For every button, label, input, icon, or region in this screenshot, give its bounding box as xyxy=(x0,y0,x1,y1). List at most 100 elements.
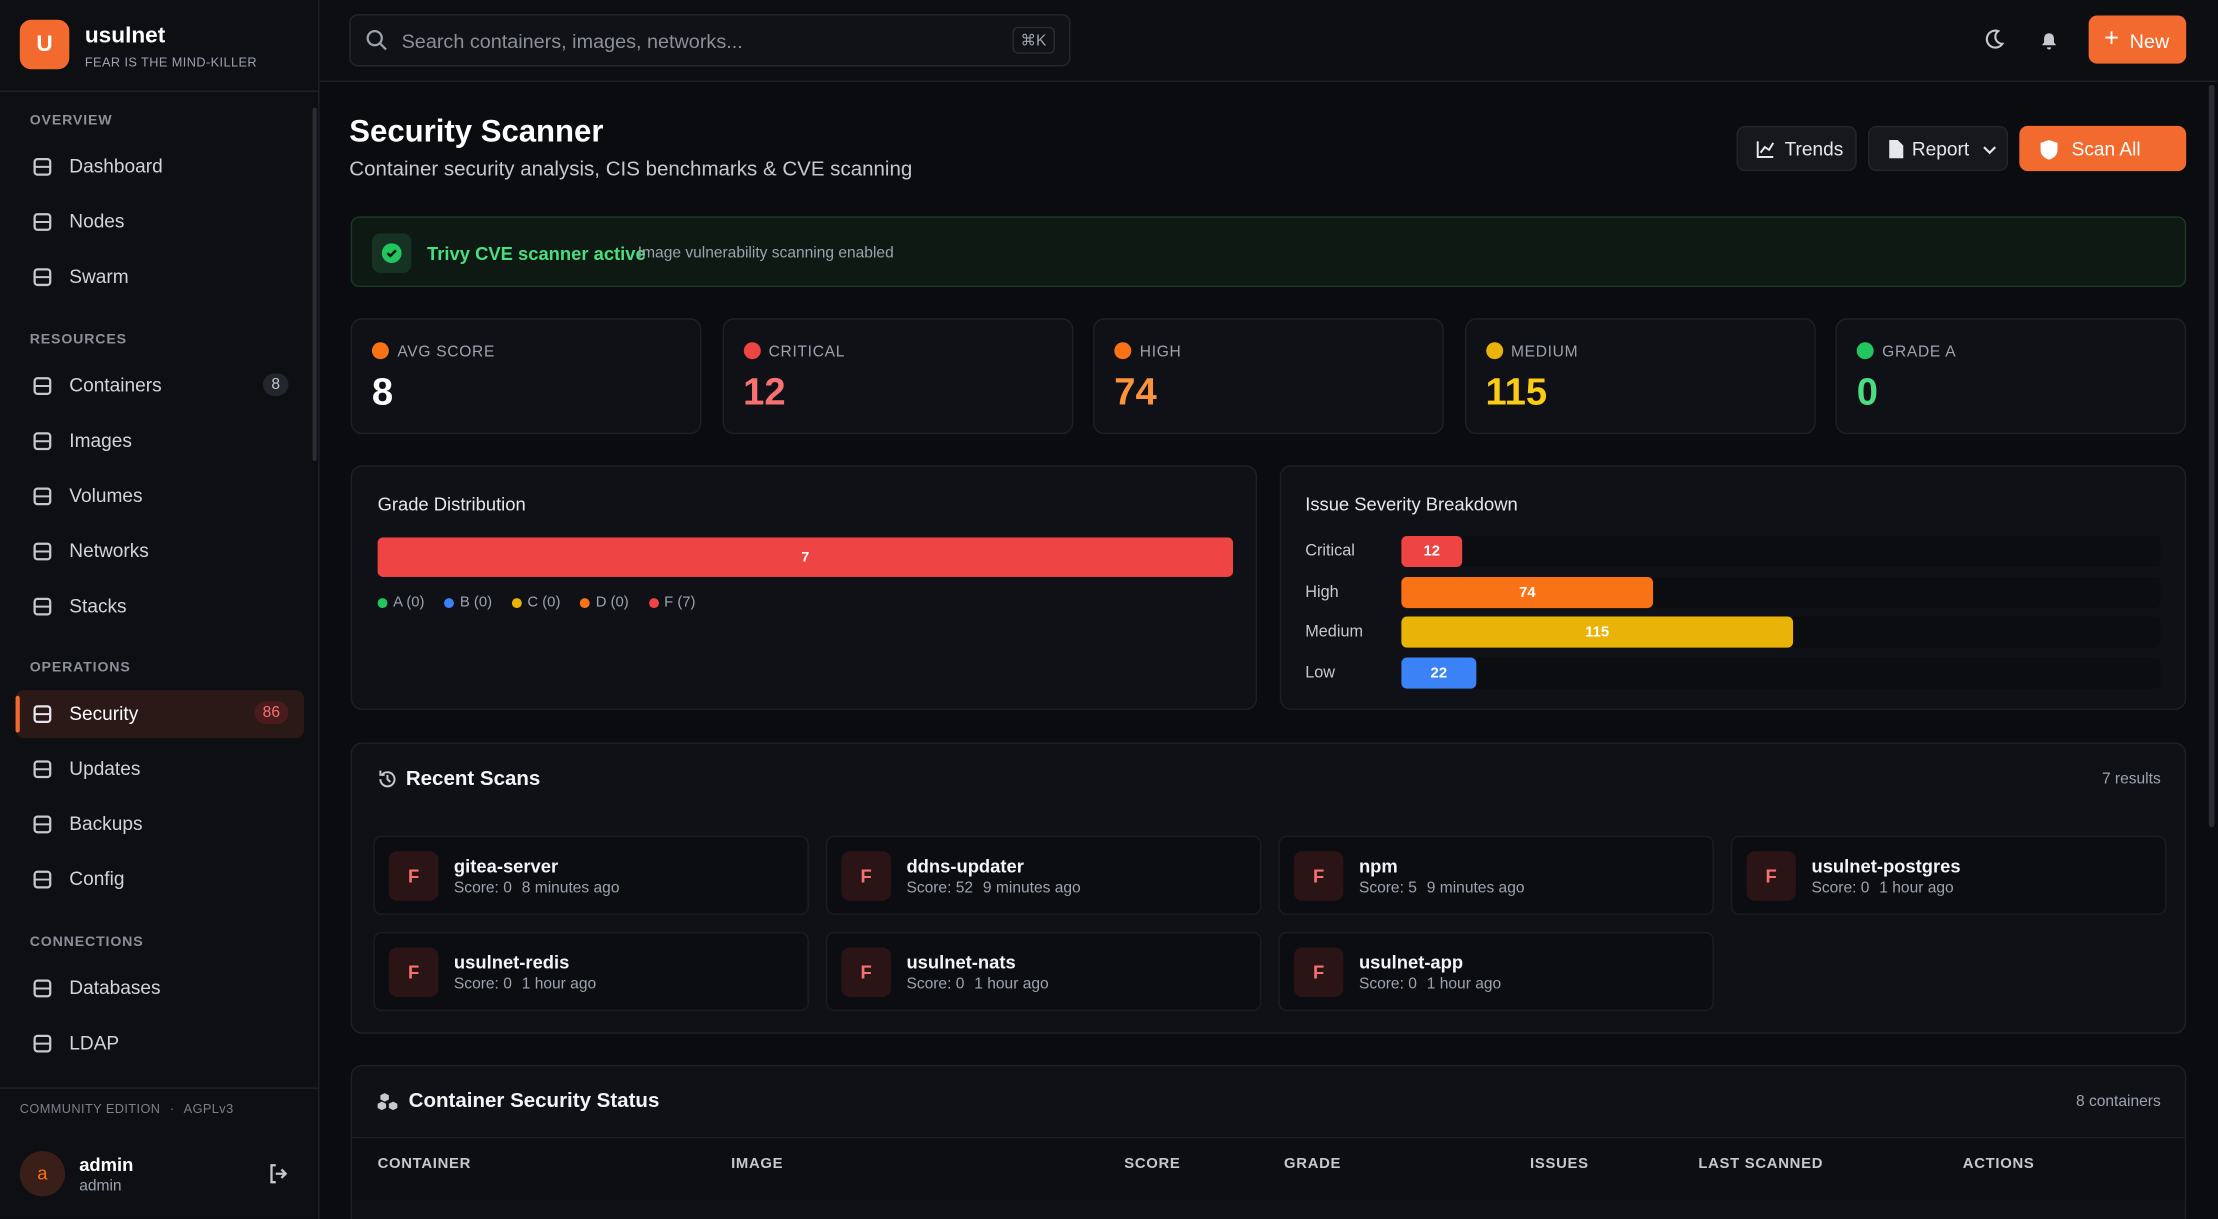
icon xyxy=(33,1034,52,1053)
severity-bar: 22 xyxy=(1401,656,1477,688)
scan-score: Score: 0 xyxy=(1358,975,1417,993)
severity-track: 12 xyxy=(1401,535,2161,568)
scan-all-button[interactable]: Scan All xyxy=(2019,125,2187,172)
search[interactable]: Search containers, images, networks... ⌘… xyxy=(349,14,1071,67)
legend-label: D (0) xyxy=(595,593,629,611)
nav-label: Backups xyxy=(69,813,143,835)
recent-scans-title: Recent Scans xyxy=(405,767,541,791)
scan-grade: F xyxy=(841,947,891,997)
icon xyxy=(33,815,52,834)
scan-time: 1 hour ago xyxy=(1426,975,1502,993)
nav-label: Security xyxy=(69,702,139,725)
severity-label: Low xyxy=(1305,663,1336,681)
nav-item[interactable]: Images xyxy=(16,417,304,465)
icon xyxy=(33,979,52,998)
alert-icon-box xyxy=(371,233,412,273)
grade-legend: A (0) B (0) C (0) D (0) F (7) xyxy=(377,593,695,611)
scrollbar xyxy=(312,107,317,461)
report-button[interactable]: Report xyxy=(1868,125,2009,172)
table-header: CONTAINER IMAGE SCORE GRADE ISSUES LAST SCANN… xyxy=(352,1136,2185,1201)
nav-item[interactable]: Updates xyxy=(16,745,304,793)
scan-score: Score: 52 xyxy=(906,879,974,897)
nav-item[interactable]: LDAP xyxy=(16,1020,304,1068)
nav-item[interactable]: Containers 8 xyxy=(16,362,304,410)
column-header: GRADE xyxy=(1284,1155,1342,1173)
nav-item[interactable]: Networks xyxy=(16,527,304,575)
nav-label: Nodes xyxy=(69,210,125,232)
scan-grade: F xyxy=(388,947,439,997)
severity-value: 12 xyxy=(1423,543,1441,560)
nav-item[interactable]: Config xyxy=(16,856,304,904)
column-header: LAST SCANNED xyxy=(1698,1155,1824,1173)
scan-all-label: Scan All xyxy=(2071,138,2141,160)
section-title: OPERATIONS xyxy=(29,660,131,676)
nav-item[interactable]: Security 86 xyxy=(15,690,305,739)
trends-button[interactable]: Trends xyxy=(1736,125,1857,172)
nav-item[interactable]: Volumes xyxy=(16,472,304,520)
icon xyxy=(33,705,52,724)
stat-label: CRITICAL xyxy=(768,343,846,361)
alert-title: Trivy CVE scanner active xyxy=(427,243,646,265)
history-icon xyxy=(379,770,396,788)
column-header: CONTAINER xyxy=(377,1155,472,1173)
search-icon xyxy=(366,29,387,51)
nav-item[interactable]: Dashboard xyxy=(16,143,304,191)
legend-item: B (0) xyxy=(444,594,492,611)
containers-icon xyxy=(377,1093,398,1111)
stat-value: 12 xyxy=(743,370,786,413)
nav-item[interactable]: Stacks xyxy=(16,583,304,631)
scan-meta: Score: 0 1 hour ago xyxy=(454,976,596,993)
stat-card: AVG SCORE 8 xyxy=(350,318,702,435)
nav-item[interactable]: Swarm xyxy=(16,253,304,301)
stat-label: GRADE A xyxy=(1882,343,1957,361)
stat-value: 74 xyxy=(1114,370,1157,413)
stat-icon xyxy=(1856,342,1874,360)
legend-dot xyxy=(444,597,455,608)
severity-track: 115 xyxy=(1401,616,2161,648)
grade-title: Grade Distribution xyxy=(377,493,526,515)
topbar: Search containers, images, networks... ⌘… xyxy=(319,0,2218,83)
nav-label: Containers xyxy=(69,374,162,396)
severity-bar: 115 xyxy=(1401,616,1793,648)
column-header: IMAGE xyxy=(731,1155,784,1173)
logo[interactable]: U xyxy=(19,19,70,70)
nav-label: Stacks xyxy=(69,595,127,617)
scanner-alert: Trivy CVE scanner active Image vulnerabi… xyxy=(350,216,2187,288)
scan-time: 8 minutes ago xyxy=(521,879,620,897)
container-status-count: 8 containers xyxy=(2075,1093,2161,1111)
scan-time: 1 hour ago xyxy=(1879,879,1954,897)
stat-value: 0 xyxy=(1856,370,1878,413)
nav-item[interactable]: Nodes xyxy=(16,198,304,246)
recent-scans-count: 7 results xyxy=(2101,770,2161,788)
nav-item[interactable]: Backups xyxy=(16,800,304,848)
search-placeholder: Search containers, images, networks... xyxy=(401,29,743,53)
scan-meta: Score: 0 1 hour ago xyxy=(1811,880,1953,897)
legend-dot xyxy=(511,597,522,608)
stat-card: HIGH 74 xyxy=(1093,318,1444,435)
active-indicator xyxy=(15,695,20,733)
logout-icon[interactable] xyxy=(267,1162,290,1185)
notifications[interactable] xyxy=(2038,28,2061,51)
report-label: Report xyxy=(1911,138,1970,160)
icon xyxy=(33,268,52,287)
new-button[interactable]: + New xyxy=(2088,15,2187,64)
nav-item[interactable]: Databases xyxy=(16,964,304,1012)
theme-toggle[interactable] xyxy=(1983,28,2006,51)
scan-grade: F xyxy=(1746,851,1796,901)
scan-time: 1 hour ago xyxy=(521,975,597,993)
scan-time: 9 minutes ago xyxy=(982,879,1081,897)
scan-grade: F xyxy=(1293,947,1344,997)
scan-score: Score: 0 xyxy=(453,879,512,897)
edition-line: COMMUNITY EDITION · AGPLv3 xyxy=(20,1102,234,1116)
legend-dot xyxy=(377,597,388,608)
avatar[interactable]: a xyxy=(19,1151,66,1197)
